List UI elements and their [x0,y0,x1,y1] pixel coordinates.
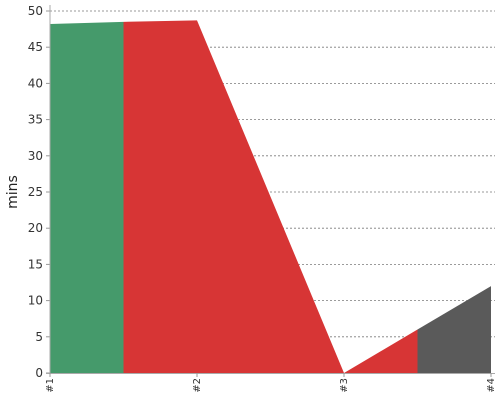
y-axis-title: mins [5,175,21,209]
y-tick-label: 0 [35,366,43,380]
y-tick-labels: 0 5 10 15 20 25 30 35 40 45 50 [28,4,43,380]
y-tick-label: 30 [28,149,43,163]
y-tick-label: 20 [28,221,43,235]
area-segment-1 [50,21,124,374]
y-tick-label: 5 [35,330,43,344]
y-tick-label: 15 [28,257,43,271]
x-tick-label: #3 [339,378,350,393]
y-tick-label: 40 [28,76,43,90]
y-tick-label: 45 [28,40,43,54]
y-tick-label: 10 [28,294,43,308]
area-segment-2 [123,20,418,374]
area-segment-3 [417,286,491,373]
area-series [50,20,491,374]
x-tick-labels: #1 #2 #3 #4 [45,378,497,393]
x-tick-label: #1 [45,378,56,393]
y-tick-label: 35 [28,113,43,127]
x-tick-label: #4 [486,378,497,393]
y-tick-label: 25 [28,185,43,199]
x-tick-label: #2 [192,378,203,393]
y-tick-label: 50 [28,4,43,18]
axes [46,5,495,377]
